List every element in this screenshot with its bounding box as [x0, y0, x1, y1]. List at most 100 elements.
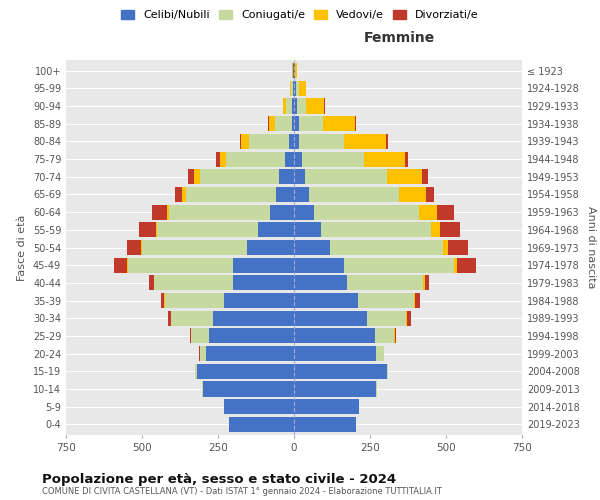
Bar [414, 293, 415, 308]
Bar [294, 310, 367, 326]
Bar [399, 187, 426, 202]
Bar [294, 293, 358, 308]
Bar [294, 258, 344, 272]
Bar [257, 222, 294, 238]
Bar [294, 417, 356, 432]
Bar [443, 240, 448, 255]
Bar [367, 310, 406, 326]
Bar [331, 240, 443, 255]
Bar [294, 152, 302, 166]
Bar [296, 81, 299, 96]
Bar [406, 310, 407, 326]
Bar [295, 63, 297, 78]
Bar [294, 204, 314, 220]
Bar [358, 293, 414, 308]
Bar [190, 328, 191, 344]
Bar [344, 134, 386, 149]
Bar [294, 276, 347, 290]
Bar [214, 310, 294, 326]
Bar [407, 310, 411, 326]
Bar [114, 258, 127, 272]
Bar [142, 240, 247, 255]
Bar [299, 134, 344, 149]
Bar [206, 346, 294, 361]
Bar [376, 346, 383, 361]
Bar [195, 364, 197, 379]
Bar [217, 152, 220, 166]
Bar [171, 310, 214, 326]
Bar [249, 134, 289, 149]
Bar [294, 399, 359, 414]
Bar [241, 134, 249, 149]
Bar [294, 328, 374, 344]
Bar [276, 187, 294, 202]
Bar [437, 204, 454, 220]
Bar [139, 222, 155, 238]
Bar [283, 98, 286, 114]
Bar [344, 258, 454, 272]
Bar [305, 169, 387, 184]
Bar [224, 399, 294, 414]
Bar [454, 258, 457, 272]
Bar [161, 293, 164, 308]
Bar [233, 258, 294, 272]
Bar [322, 222, 431, 238]
Bar [299, 81, 306, 96]
Bar [203, 382, 294, 396]
Bar [233, 276, 294, 290]
Bar [294, 116, 299, 131]
Bar [279, 169, 294, 184]
Bar [457, 258, 476, 272]
Bar [294, 134, 299, 149]
Bar [374, 328, 394, 344]
Bar [154, 276, 233, 290]
Bar [387, 364, 388, 379]
Bar [426, 187, 434, 202]
Bar [186, 187, 276, 202]
Bar [294, 222, 322, 238]
Bar [290, 81, 293, 96]
Y-axis label: Fasce di età: Fasce di età [17, 214, 27, 280]
Bar [169, 204, 269, 220]
Bar [247, 240, 294, 255]
Bar [188, 169, 194, 184]
Bar [387, 169, 422, 184]
Bar [302, 152, 364, 166]
Bar [294, 81, 296, 96]
Bar [297, 98, 306, 114]
Bar [220, 152, 226, 166]
Bar [395, 328, 396, 344]
Bar [127, 258, 128, 272]
Bar [294, 169, 305, 184]
Bar [141, 240, 142, 255]
Bar [175, 187, 182, 202]
Bar [194, 169, 200, 184]
Bar [226, 152, 285, 166]
Bar [167, 204, 169, 220]
Bar [383, 346, 384, 361]
Bar [405, 152, 408, 166]
Bar [127, 240, 141, 255]
Bar [289, 134, 294, 149]
Bar [306, 98, 325, 114]
Bar [268, 116, 269, 131]
Text: Popolazione per età, sesso e stato civile - 2024: Popolazione per età, sesso e stato civil… [42, 472, 396, 486]
Bar [152, 204, 167, 220]
Bar [275, 116, 292, 131]
Bar [299, 116, 323, 131]
Bar [269, 204, 294, 220]
Bar [269, 116, 275, 131]
Bar [165, 293, 224, 308]
Y-axis label: Anni di nascita: Anni di nascita [586, 206, 596, 289]
Bar [285, 152, 294, 166]
Bar [182, 187, 186, 202]
Bar [415, 293, 421, 308]
Bar [294, 364, 387, 379]
Bar [347, 276, 423, 290]
Bar [376, 382, 377, 396]
Bar [314, 204, 419, 220]
Bar [229, 417, 294, 432]
Bar [422, 169, 428, 184]
Bar [200, 169, 279, 184]
Bar [292, 116, 294, 131]
